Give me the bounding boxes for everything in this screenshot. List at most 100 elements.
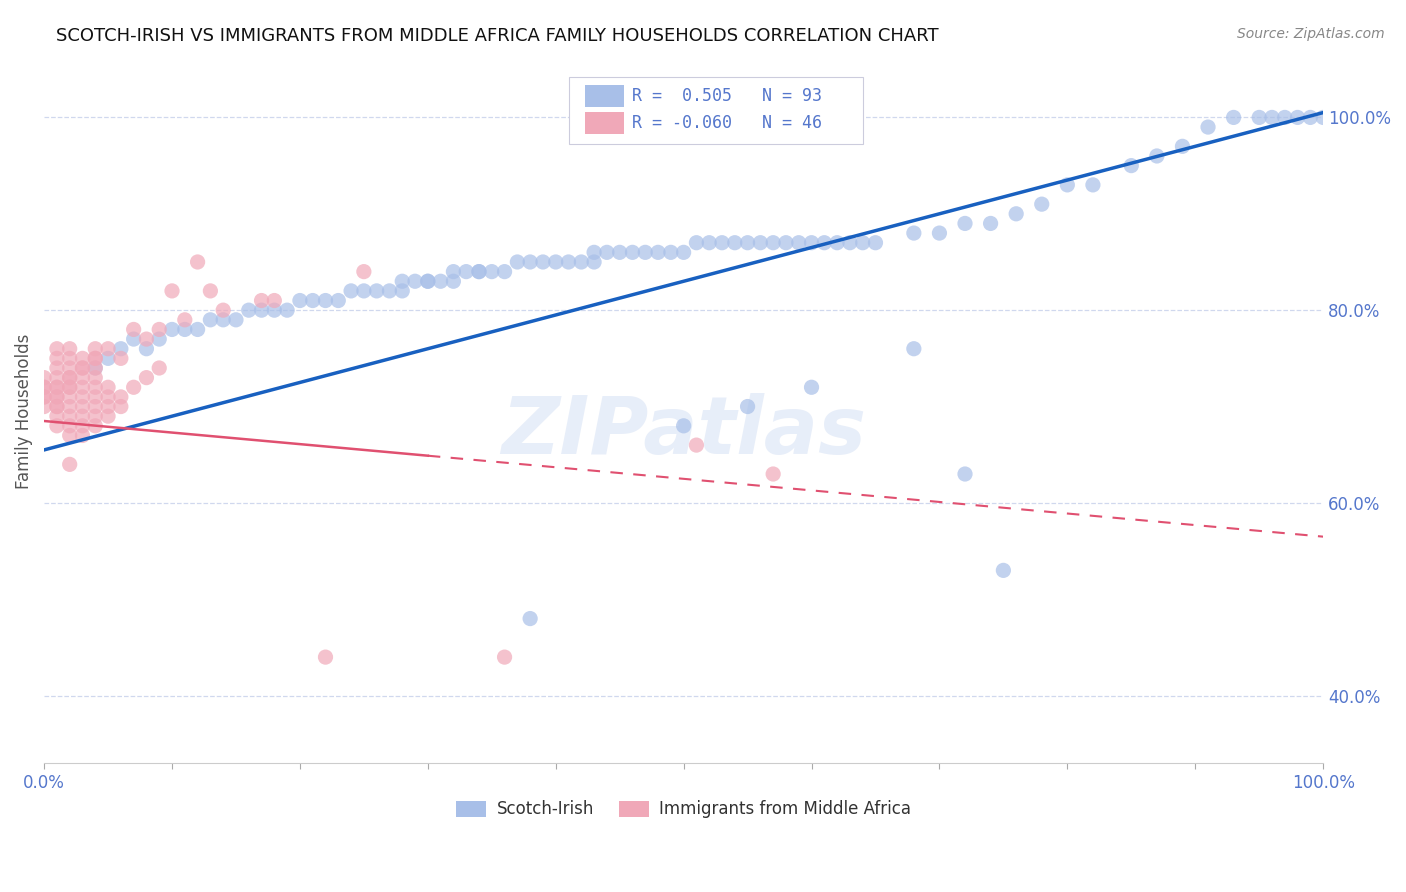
Point	[557, 255, 579, 269]
Point	[340, 284, 363, 298]
Point	[903, 226, 925, 240]
Point	[212, 303, 235, 318]
Point	[659, 245, 682, 260]
Text: ZIPatlas: ZIPatlas	[501, 393, 866, 472]
Point	[685, 235, 707, 250]
Point	[416, 274, 439, 288]
Point	[1171, 139, 1194, 153]
Point	[45, 409, 67, 424]
Point	[787, 235, 810, 250]
Legend: Scotch-Irish, Immigrants from Middle Africa: Scotch-Irish, Immigrants from Middle Afr…	[450, 794, 918, 825]
Point	[315, 293, 337, 308]
Point	[404, 274, 426, 288]
Point	[468, 265, 491, 279]
Point	[762, 235, 785, 250]
Point	[1146, 149, 1168, 163]
Point	[32, 390, 55, 404]
Point	[1261, 111, 1284, 125]
Point	[84, 400, 107, 414]
Point	[634, 245, 657, 260]
Point	[519, 611, 541, 625]
Point	[72, 390, 94, 404]
Point	[263, 303, 285, 318]
Point	[59, 351, 82, 366]
Point	[97, 342, 120, 356]
Point	[45, 418, 67, 433]
Point	[724, 235, 747, 250]
Point	[953, 216, 976, 230]
Point	[928, 226, 950, 240]
Point	[200, 313, 222, 327]
Point	[609, 245, 631, 260]
Point	[59, 342, 82, 356]
Point	[1121, 159, 1143, 173]
Point	[84, 351, 107, 366]
Point	[800, 380, 823, 394]
Point	[45, 400, 67, 414]
Point	[697, 235, 720, 250]
Point	[328, 293, 350, 308]
Text: R = -0.060   N = 46: R = -0.060 N = 46	[633, 114, 823, 132]
Point	[59, 409, 82, 424]
Point	[288, 293, 311, 308]
Point	[59, 458, 82, 472]
Point	[84, 418, 107, 433]
Point	[429, 274, 451, 288]
Point	[122, 380, 145, 394]
Point	[494, 265, 516, 279]
Point	[468, 265, 491, 279]
Point	[84, 361, 107, 376]
Point	[353, 284, 375, 298]
Point	[72, 380, 94, 394]
Point	[32, 380, 55, 394]
Point	[813, 235, 835, 250]
Point	[45, 361, 67, 376]
Point	[187, 255, 209, 269]
Point	[865, 235, 887, 250]
Point	[481, 265, 503, 279]
Point	[1005, 207, 1028, 221]
Point	[583, 245, 606, 260]
Point	[97, 390, 120, 404]
Point	[72, 428, 94, 442]
Point	[672, 245, 695, 260]
Point	[711, 235, 734, 250]
Point	[135, 370, 157, 384]
Point	[72, 370, 94, 384]
FancyBboxPatch shape	[568, 78, 863, 144]
Point	[569, 255, 592, 269]
Point	[45, 380, 67, 394]
Point	[391, 284, 413, 298]
Point	[59, 418, 82, 433]
Point	[519, 255, 541, 269]
Point	[993, 563, 1015, 577]
Point	[494, 650, 516, 665]
Point	[596, 245, 619, 260]
Point	[110, 400, 132, 414]
Point	[838, 235, 860, 250]
Point	[148, 361, 170, 376]
Point	[160, 284, 183, 298]
Point	[84, 342, 107, 356]
Point	[187, 322, 209, 336]
Point	[32, 370, 55, 384]
Point	[122, 332, 145, 346]
Point	[1274, 111, 1296, 125]
Point	[225, 313, 247, 327]
Point	[72, 409, 94, 424]
Point	[366, 284, 388, 298]
Point	[72, 418, 94, 433]
Point	[84, 361, 107, 376]
Point	[84, 380, 107, 394]
Point	[737, 400, 759, 414]
Point	[135, 342, 157, 356]
Point	[238, 303, 260, 318]
Point	[378, 284, 401, 298]
Point	[1222, 111, 1244, 125]
Point	[315, 650, 337, 665]
Point	[84, 390, 107, 404]
Point	[173, 322, 195, 336]
Point	[135, 332, 157, 346]
Point	[825, 235, 848, 250]
Point	[84, 370, 107, 384]
